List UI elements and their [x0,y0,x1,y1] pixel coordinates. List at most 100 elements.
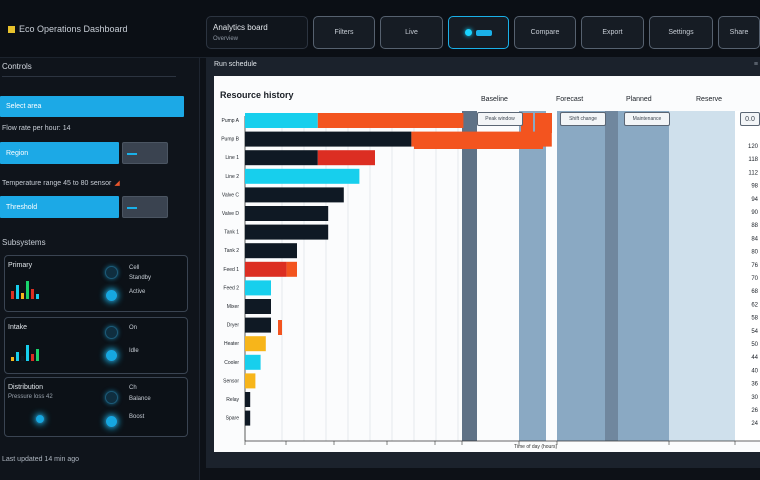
row-label: Mixer [227,304,240,310]
share-button[interactable]: Share [718,16,760,49]
right-axis-label: 54 [751,329,758,335]
bar-baseline [245,336,266,352]
bar-baseline [245,150,318,166]
card-r3: Boost [129,414,145,420]
right-axis-label: 26 [751,408,758,414]
legend-planned: Planned [626,96,652,103]
bar-baseline [245,168,360,184]
right-axis-label: 84 [751,236,758,242]
share-label: Share [729,29,749,36]
app-title-text: Eco Operations Dashboard [19,24,128,34]
settings-label: Settings [668,29,694,36]
card-r1: Cell [129,265,140,271]
subsystem-card-distribution[interactable]: Distribution Pressure loss 42 Ch Balance… [4,377,188,437]
row-label: Cooler [224,360,239,366]
bar-baseline [245,280,271,296]
bar-forecast-extra [535,113,552,133]
legend-forecast: Forecast [556,96,584,103]
bar-baseline [245,243,297,259]
workspace-subtitle: Overview [213,36,239,42]
top-bar: Eco Operations Dashboard Analytics board… [0,0,760,58]
boost-knob[interactable] [105,415,118,428]
flow-rate-label: Flow rate per hour: 14 [2,125,70,132]
shift-change-box[interactable]: Shift change [560,112,606,126]
filters-button[interactable]: Filters [313,16,375,49]
on-knob[interactable] [105,326,118,339]
workspace-selector[interactable]: Analytics board Overview [206,16,308,49]
cell-knob[interactable] [105,266,118,279]
bar-forecast [286,261,297,277]
select-area-button[interactable]: Select area [0,96,184,117]
divider [2,76,176,77]
row-label: Valve C [222,192,240,198]
threshold-label: Threshold [6,203,38,211]
bar-baseline [245,224,329,240]
live-button[interactable]: Live [380,16,443,49]
bar-baseline [245,354,261,370]
band-blue-1 [519,111,546,441]
threshold-button[interactable]: Threshold [0,196,119,218]
compare-button[interactable]: Compare [514,16,576,49]
row-label: Tank 2 [224,248,239,254]
ch-knob[interactable] [105,391,118,404]
subsystem-card-intake[interactable]: Intake On Idle [4,317,188,374]
subsystems-heading: Subsystems [2,238,46,247]
card-r1: On [129,325,138,331]
card-title: Primary [8,262,33,269]
row-label: Heater [224,341,239,347]
chart-panel: Pump A Pump B Line 1 Line 2 Valve C Valve D Ta… [214,76,760,452]
row-label: Feed 2 [223,285,239,291]
x-axis-label: Time of day (hours) [514,444,558,450]
temperature-label: Temperature range 45 to 80 sensor ◢ [2,179,120,187]
threshold-stepper[interactable] [122,196,168,218]
export-button[interactable]: Export [581,16,644,49]
warning-triangle-icon: ◢ [114,180,120,187]
stepper-mark-icon [127,153,137,155]
compare-label: Compare [530,29,560,36]
right-axis-label: 70 [751,276,758,282]
region-stepper[interactable] [122,142,168,164]
right-axis-label: 40 [751,368,758,374]
main-panel: Run schedule ≡ Pump A Pump B Line 1 Line 2 V… [206,58,760,468]
row-label: Relay [226,397,239,403]
temperature-text: Temperature range 45 to 80 sensor [2,180,112,187]
idle-knob[interactable] [105,349,118,362]
row-label: Line 1 [225,155,239,161]
bar-forecast-extra [521,113,533,133]
toggle-track-icon [476,29,492,36]
card-subtitle: Pressure loss 42 [8,394,53,400]
row-label: Pump A [221,118,239,124]
status-dot-icon [465,29,472,36]
row-label: Line 2 [225,174,239,180]
peak-window-box[interactable]: Peak window [477,112,523,126]
band-steel-2 [605,111,618,441]
logo-icon [8,25,15,33]
bar-baseline [245,299,271,314]
right-axis-label: 118 [748,157,758,163]
row-label: Spare [226,416,240,422]
right-axis-label: 62 [751,302,758,308]
bar-baseline [245,187,344,203]
bar-baseline [245,373,256,389]
right-axis-label: 88 [751,223,758,229]
maintenance-box[interactable]: Maintenance [624,112,670,126]
right-axis-label: 44 [751,355,758,361]
row-label: Feed 1 [223,267,239,273]
live-toggle[interactable] [448,16,509,49]
bar-baseline [245,410,251,426]
subsystem-card-primary[interactable]: Primary Cell Standby Active [4,255,188,312]
right-axis-label: 58 [751,316,758,322]
main-heading: Run schedule [214,61,257,68]
menu-icon[interactable]: ≡ [753,61,758,68]
workspace-title: Analytics board [213,23,268,32]
mini-bar-icon [9,341,49,361]
bar-baseline [245,261,287,277]
active-knob[interactable] [105,289,118,302]
region-button[interactable]: Region [0,142,119,164]
right-axis-label: 112 [748,170,758,176]
settings-button[interactable]: Settings [649,16,713,49]
right-axis-label: 68 [751,289,758,295]
last-updated-label: Last updated 14 min ago [2,456,80,463]
sidebar-heading-text: Controls [2,62,32,71]
subsystems-text: Subsystems [2,238,46,247]
